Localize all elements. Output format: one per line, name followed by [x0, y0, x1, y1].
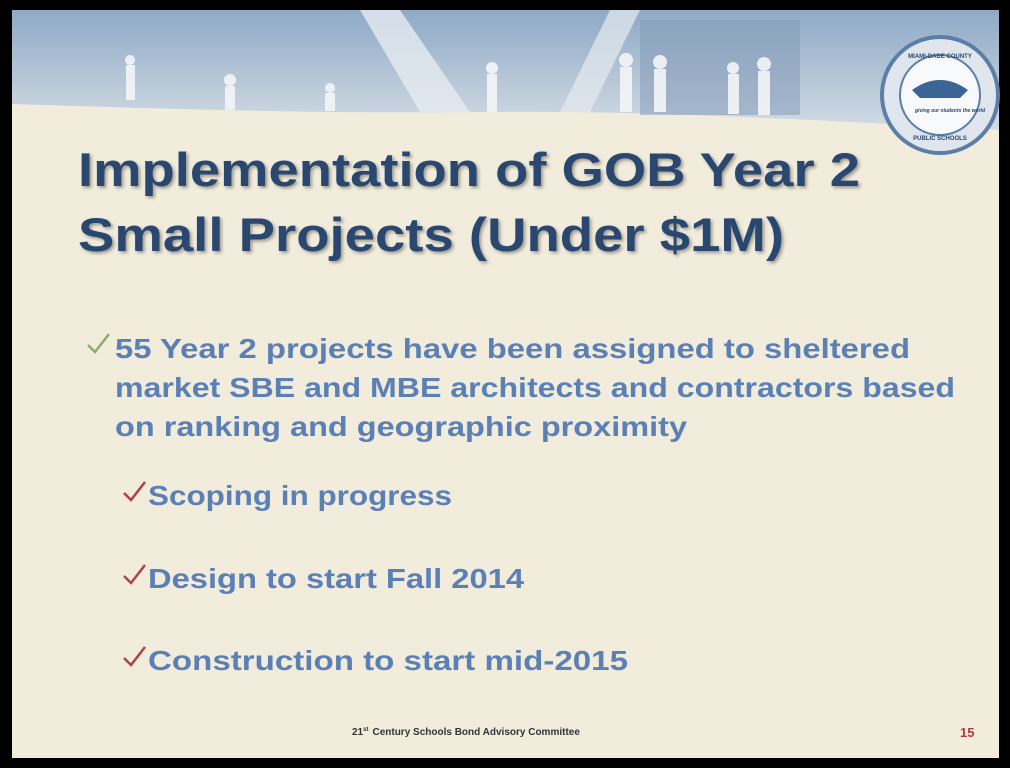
- footer-text: Century Schools Bond Advisory Committee: [372, 727, 580, 738]
- logo: MIAMI-DADE COUNTY giving our students th…: [880, 35, 1000, 155]
- subbullet: Construction to start mid-2015: [148, 645, 628, 676]
- footer: 21st Century Schools Bond Advisory Commit…: [352, 727, 580, 738]
- footer-number: 21: [352, 727, 364, 738]
- header-image: [12, 10, 999, 130]
- logo-middle: giving our students the world: [914, 108, 986, 114]
- title-line: Implementation of GOB Year 2: [78, 143, 860, 196]
- bullet-line: on ranking and geographic proximity: [115, 411, 687, 442]
- subbullet: Design to start Fall 2014: [148, 563, 524, 594]
- subbullet: Scoping in progress: [148, 480, 452, 511]
- logo-top: MIAMI-DADE COUNTY: [908, 54, 972, 60]
- title-line: Small Projects (Under $1M): [78, 208, 784, 261]
- slide-background: [12, 10, 999, 758]
- page-number: 15: [960, 725, 974, 740]
- bullet-line: market SBE and MBE architects and contra…: [115, 372, 955, 403]
- subbullet-checks: [123, 481, 146, 667]
- bullet-line: 55 Year 2 projects have been assigned to…: [115, 333, 910, 364]
- logo-bottom: PUBLIC SCHOOLS: [913, 136, 967, 142]
- check-icon: [87, 333, 110, 354]
- footer-suffix: st: [363, 727, 368, 733]
